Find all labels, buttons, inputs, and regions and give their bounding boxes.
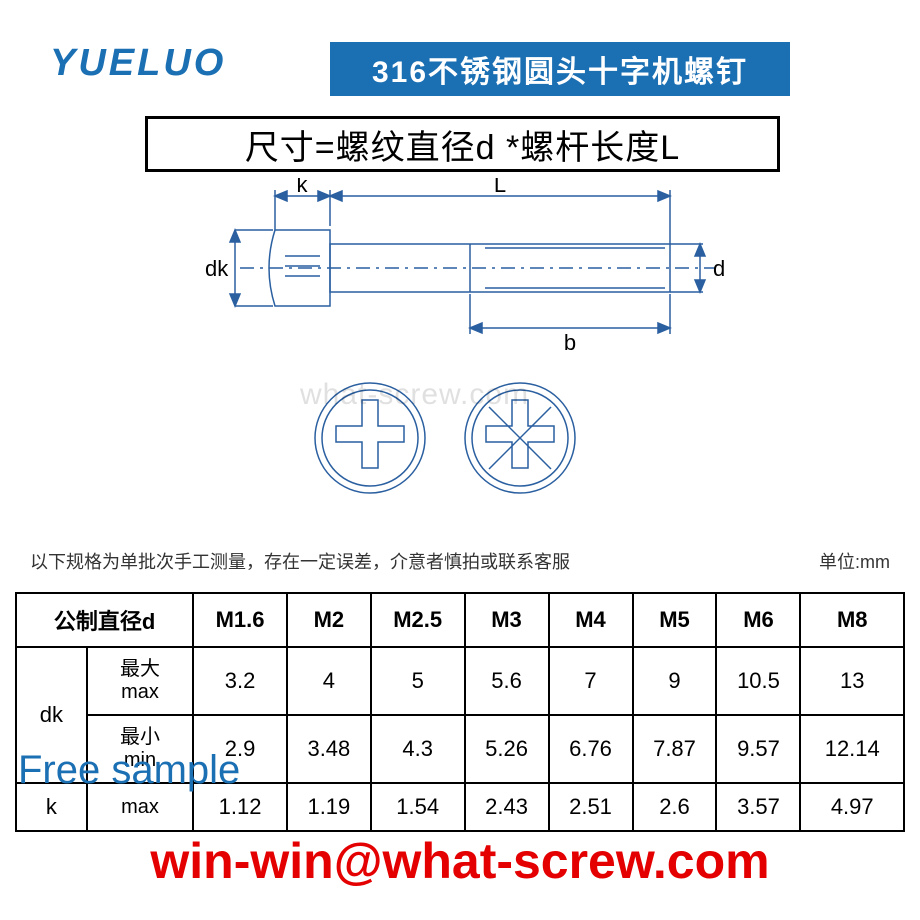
- cell: 5.26: [465, 715, 549, 783]
- cell: 7.87: [633, 715, 717, 783]
- table-row: dk 最大max 3.2 4 5 5.6 7 9 10.5 13: [16, 647, 904, 715]
- note-right: 单位:mm: [819, 548, 890, 574]
- screw-diagram: L k dk: [145, 178, 785, 518]
- cell: 9: [633, 647, 717, 715]
- cell: 5.6: [465, 647, 549, 715]
- size-col: M8: [800, 593, 904, 647]
- cell: 3.2: [193, 647, 287, 715]
- cell: 4.3: [371, 715, 465, 783]
- watermark: what-screw.com: [300, 378, 529, 412]
- header-label: 公制直径d: [16, 593, 193, 647]
- contact-email: win-win@what-screw.com: [0, 832, 920, 890]
- label-b: b: [564, 330, 576, 355]
- note-left: 以下规格为单批次手工测量，存在一定误差，介意者慎拍或联系客服: [30, 548, 570, 574]
- cell: 4: [287, 647, 371, 715]
- label-k: k: [297, 178, 309, 197]
- size-col: M6: [716, 593, 800, 647]
- size-col: M4: [549, 593, 633, 647]
- size-col: M3: [465, 593, 549, 647]
- cell: 3.48: [287, 715, 371, 783]
- brand-logo: YUELUO: [50, 42, 226, 85]
- cell: 2.51: [549, 783, 633, 831]
- free-sample-overlay: Free sample: [18, 748, 240, 793]
- size-col: M1.6: [193, 593, 287, 647]
- cell: 13: [800, 647, 904, 715]
- formula-box: 尺寸=螺纹直径d *螺杆长度L: [145, 116, 780, 172]
- label-L: L: [494, 178, 506, 197]
- cell: 10.5: [716, 647, 800, 715]
- table-header-row: 公制直径d M1.6 M2 M2.5 M3 M4 M5 M6 M8: [16, 593, 904, 647]
- cell: 12.14: [800, 715, 904, 783]
- label-dk: dk: [205, 256, 229, 281]
- cell: 5: [371, 647, 465, 715]
- cell: 3.57: [716, 783, 800, 831]
- size-col: M5: [633, 593, 717, 647]
- label-d: d: [713, 256, 725, 281]
- page-title: 316不锈钢圆头十字机螺钉: [330, 42, 790, 96]
- cell: 2.6: [633, 783, 717, 831]
- sub-max: 最大max: [87, 647, 193, 715]
- cell: 1.19: [287, 783, 371, 831]
- spec-table: 公制直径d M1.6 M2 M2.5 M3 M4 M5 M6 M8 dk 最大m…: [15, 592, 905, 832]
- cell: 4.97: [800, 783, 904, 831]
- cell: 2.43: [465, 783, 549, 831]
- size-col: M2: [287, 593, 371, 647]
- cell: 6.76: [549, 715, 633, 783]
- note-row: 以下规格为单批次手工测量，存在一定误差，介意者慎拍或联系客服 单位:mm: [30, 548, 890, 574]
- size-col: M2.5: [371, 593, 465, 647]
- cell: 1.54: [371, 783, 465, 831]
- cell: 9.57: [716, 715, 800, 783]
- cell: 7: [549, 647, 633, 715]
